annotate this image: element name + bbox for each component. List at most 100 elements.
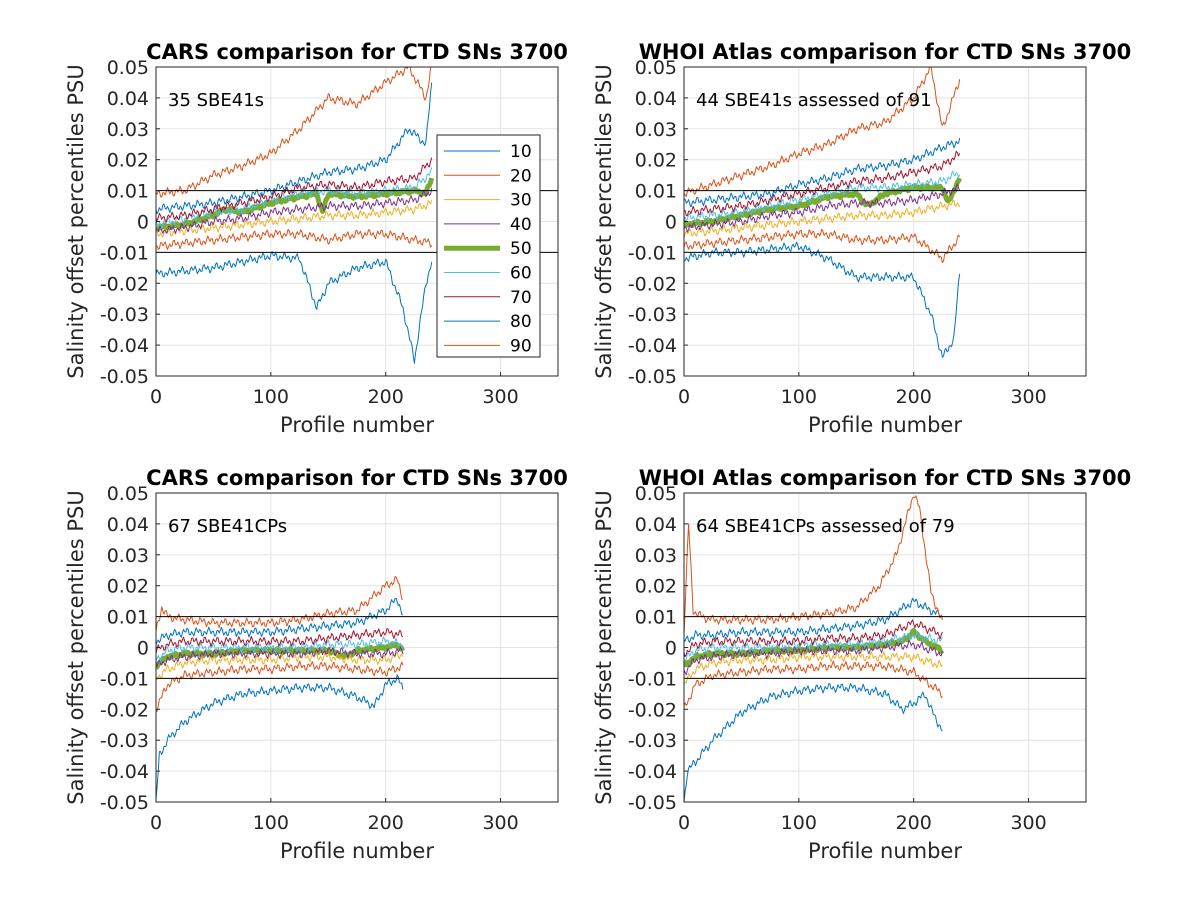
y-tick-label: -0.02 bbox=[628, 699, 677, 721]
series-group bbox=[684, 495, 945, 802]
y-tick-label: -0.02 bbox=[628, 273, 677, 295]
y-tick-label: 0.03 bbox=[107, 119, 149, 141]
y-tick-label: -0.04 bbox=[100, 761, 149, 783]
legend-label-90: 90 bbox=[510, 336, 532, 356]
y-tick-label: -0.04 bbox=[628, 335, 677, 357]
chart-title: CARS comparison for CTD SNs 3700 bbox=[146, 40, 568, 64]
annotation-text: 35 SBE41s bbox=[168, 90, 264, 111]
series-line-60 bbox=[684, 630, 943, 663]
plot-panel-4: 0 100 200 300 -0.05 -0.04 -0.03 -0.02 -0.01 0 0.01… bbox=[592, 466, 1131, 863]
y-tick-label: -0.03 bbox=[100, 304, 149, 326]
annotation-text: 44 SBE41s assessed of 91 bbox=[696, 90, 932, 111]
legend-label-70: 70 bbox=[510, 288, 532, 308]
y-axis-label: Salinity offset percentiles PSU bbox=[64, 490, 88, 804]
series-line-20 bbox=[684, 228, 961, 264]
y-tick-label: -0.05 bbox=[628, 366, 677, 388]
legend-label-30: 30 bbox=[510, 191, 532, 211]
y-tick-label: 0.05 bbox=[635, 483, 677, 505]
y-tick-label: 0.05 bbox=[107, 483, 149, 505]
series-line-60 bbox=[156, 636, 404, 662]
x-tick-label: 0 bbox=[150, 386, 162, 408]
x-axis-label: Profile number bbox=[280, 413, 434, 437]
y-tick-label: 0.01 bbox=[107, 607, 149, 629]
x-axis-label: Profile number bbox=[280, 839, 434, 863]
series-line-80 bbox=[684, 597, 943, 643]
y-tick-label: 0.03 bbox=[635, 545, 677, 567]
legend-label-10: 10 bbox=[510, 142, 532, 162]
series-line-40 bbox=[684, 183, 961, 233]
x-tick-label: 300 bbox=[482, 386, 518, 408]
series-line-70 bbox=[156, 628, 404, 654]
y-tick-label: 0.02 bbox=[635, 150, 677, 172]
y-tick-label: -0.05 bbox=[100, 792, 149, 814]
series-line-30 bbox=[684, 199, 961, 239]
series-line-90 bbox=[156, 67, 432, 198]
x-tick-label: 300 bbox=[482, 812, 518, 834]
y-tick-label: -0.04 bbox=[100, 335, 149, 357]
y-tick-label: -0.05 bbox=[100, 366, 149, 388]
y-tick-label: 0.02 bbox=[107, 576, 149, 598]
series-line-10 bbox=[156, 674, 404, 800]
y-tick-label: 0.04 bbox=[107, 514, 149, 536]
chart-title: CARS comparison for CTD SNs 3700 bbox=[146, 466, 568, 490]
plot-panel-3: 0 100 200 300 -0.05 -0.04 -0.03 -0.02 -0.01 0 0.01… bbox=[64, 466, 568, 863]
series-line-60 bbox=[684, 170, 961, 223]
y-tick-label: -0.01 bbox=[100, 668, 149, 690]
y-tick-label: -0.04 bbox=[628, 761, 677, 783]
series-line-80 bbox=[684, 137, 961, 208]
series-line-30 bbox=[156, 200, 433, 238]
legend-label-80: 80 bbox=[510, 312, 532, 332]
y-tick-label: -0.03 bbox=[628, 730, 677, 752]
y-tick-label: 0.03 bbox=[107, 545, 149, 567]
series-line-50 bbox=[684, 627, 945, 668]
series-line-40 bbox=[156, 188, 433, 234]
y-tick-label: -0.02 bbox=[100, 699, 149, 721]
plot-panel-1: 0 100 200 300 -0.05 -0.04 -0.03 -0.02 -0.01 0 0.01… bbox=[64, 40, 568, 437]
y-tick-label: 0.04 bbox=[107, 88, 149, 110]
series-line-20 bbox=[156, 660, 404, 712]
y-tick-label: -0.02 bbox=[100, 273, 149, 295]
y-axis-label: Salinity offset percentiles PSU bbox=[64, 64, 88, 378]
y-axis-label: Salinity offset percentiles PSU bbox=[592, 64, 616, 378]
legend: 10 20 30 40 50 60 70 80 90 bbox=[436, 134, 541, 358]
series-line-80 bbox=[156, 82, 433, 215]
y-tick-label: 0 bbox=[665, 638, 677, 660]
y-tick-label: -0.01 bbox=[628, 242, 677, 264]
legend-label-60: 60 bbox=[510, 264, 532, 284]
series-line-20 bbox=[684, 660, 943, 706]
x-tick-label: 300 bbox=[1010, 812, 1046, 834]
chart-title: WHOI Atlas comparison for CTD SNs 3700 bbox=[639, 40, 1132, 64]
chart-title: WHOI Atlas comparison for CTD SNs 3700 bbox=[639, 466, 1132, 490]
y-tick-label: 0 bbox=[665, 212, 677, 234]
y-tick-label: 0.05 bbox=[635, 57, 677, 79]
y-tick-label: 0.01 bbox=[635, 607, 677, 629]
series-line-70 bbox=[156, 157, 433, 223]
annotation-text: 67 SBE41CPs bbox=[168, 516, 287, 537]
x-tick-label: 200 bbox=[896, 386, 932, 408]
series-line-40 bbox=[156, 646, 404, 668]
y-tick-label: -0.03 bbox=[628, 304, 677, 326]
series-group bbox=[156, 67, 435, 364]
series-line-20 bbox=[156, 228, 433, 250]
legend-label-20: 20 bbox=[510, 166, 532, 186]
x-tick-label: 200 bbox=[896, 812, 932, 834]
y-tick-label: 0.04 bbox=[635, 514, 677, 536]
y-tick-label: 0 bbox=[137, 638, 149, 660]
y-tick-label: 0.05 bbox=[107, 57, 149, 79]
series-line-10 bbox=[156, 251, 433, 364]
series-line-90 bbox=[156, 576, 403, 632]
series-group bbox=[156, 576, 406, 800]
x-tick-label: 100 bbox=[253, 812, 289, 834]
legend-label-50: 50 bbox=[510, 239, 532, 259]
x-tick-label: 0 bbox=[678, 386, 690, 408]
annotation-text: 64 SBE41CPs assessed of 79 bbox=[696, 516, 955, 537]
series-line-50 bbox=[156, 177, 435, 232]
plot-panel-2: 0 100 200 300 -0.05 -0.04 -0.03 -0.02 -0.01 0 0.01… bbox=[592, 40, 1131, 437]
y-tick-label: -0.01 bbox=[100, 242, 149, 264]
y-tick-label: 0.02 bbox=[107, 150, 149, 172]
series-line-90 bbox=[684, 67, 961, 197]
x-axis-label: Profile number bbox=[808, 413, 962, 437]
series-line-90 bbox=[684, 495, 943, 636]
series-line-80 bbox=[156, 597, 404, 646]
